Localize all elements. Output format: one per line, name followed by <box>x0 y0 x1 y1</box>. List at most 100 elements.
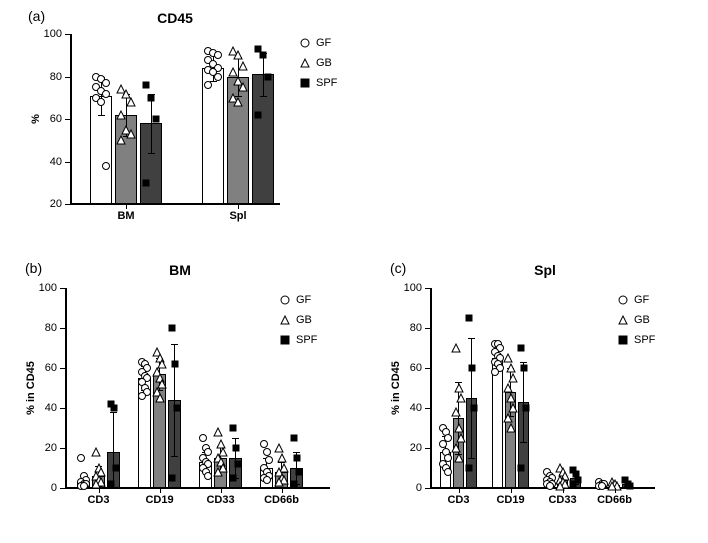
data-point <box>234 460 242 468</box>
data-point <box>110 404 118 412</box>
y-axis-label-c: % in CD45 <box>390 361 402 415</box>
data-point <box>451 443 461 453</box>
x-tick-label: CD3 <box>87 494 109 506</box>
data-point <box>147 94 155 102</box>
data-point <box>229 474 237 482</box>
x-tick-label: BM <box>117 210 134 222</box>
y-tick-label: 80 <box>36 71 62 83</box>
chart-title-c: Spl <box>515 262 575 278</box>
x-tick-label: CD3 <box>447 494 469 506</box>
data-point <box>465 464 473 472</box>
data-point <box>597 482 606 491</box>
data-point <box>152 115 160 123</box>
panel-label-b: (b) <box>25 260 42 276</box>
legend-item: GF <box>300 36 337 50</box>
legend-label: SPF <box>316 77 337 89</box>
data-point <box>465 314 473 322</box>
y-tick-label: 100 <box>396 282 422 294</box>
data-point <box>470 404 478 412</box>
legend-label: SPF <box>296 334 317 346</box>
legend-c: GF GB SPF <box>618 293 655 353</box>
figure-page: (a)CD4520406080100BMSpl%GFGBSPF(b)BM0204… <box>0 0 708 543</box>
data-point <box>101 161 110 170</box>
data-point <box>116 135 126 145</box>
data-point <box>508 403 518 413</box>
data-point <box>91 447 101 457</box>
data-point <box>454 423 464 433</box>
data-point <box>290 480 298 488</box>
data-point <box>491 368 500 377</box>
data-point <box>97 98 106 107</box>
y-tick-label: 80 <box>396 322 422 334</box>
data-point <box>142 179 150 187</box>
data-point <box>468 364 476 372</box>
data-point <box>107 480 115 488</box>
data-point <box>626 482 634 490</box>
data-point <box>233 50 243 60</box>
data-point <box>112 464 120 472</box>
data-point <box>233 97 243 107</box>
legend-item: GB <box>618 313 655 327</box>
data-point <box>569 480 577 488</box>
data-point <box>173 404 181 412</box>
data-point <box>607 481 617 491</box>
data-point <box>76 454 85 463</box>
data-point <box>451 343 461 353</box>
data-point <box>293 454 301 462</box>
legend-label: SPF <box>634 334 655 346</box>
data-point <box>238 82 248 92</box>
x-tick-label: CD66b <box>264 494 299 506</box>
legend-label: GB <box>296 314 312 326</box>
data-point <box>503 413 513 423</box>
data-point <box>555 481 565 491</box>
data-point <box>503 383 513 393</box>
legend-label: GF <box>316 37 331 49</box>
data-point <box>456 393 466 403</box>
legend-label: GB <box>316 57 332 69</box>
data-point <box>213 427 223 437</box>
y-axis-label-b: % in CD45 <box>25 361 37 415</box>
x-tick-label: CD19 <box>145 494 173 506</box>
data-point <box>522 404 530 412</box>
data-point <box>126 129 136 139</box>
y-tick-label: 20 <box>396 442 422 454</box>
x-tick-label: CD66b <box>597 494 632 506</box>
legend-label: GB <box>634 314 650 326</box>
data-point <box>295 468 303 476</box>
data-point <box>503 353 513 363</box>
legend-item: GB <box>280 313 317 327</box>
legend-item: SPF <box>300 76 337 90</box>
data-point <box>155 393 165 403</box>
legend-label: GF <box>296 294 311 306</box>
data-point <box>213 467 223 477</box>
y-tick-label: 100 <box>31 282 57 294</box>
legend-b: GF GB SPF <box>280 293 317 353</box>
plot-a: 20406080100BMSpl <box>70 34 280 204</box>
data-point <box>232 444 240 452</box>
data-point <box>277 453 287 463</box>
data-point <box>126 97 136 107</box>
data-point <box>168 474 176 482</box>
data-point <box>168 324 176 332</box>
data-point <box>456 433 466 443</box>
legend-item: GB <box>300 56 337 70</box>
data-point <box>517 464 525 472</box>
data-point <box>171 360 179 368</box>
chart-title-a: CD45 <box>135 10 215 26</box>
data-point <box>545 482 554 491</box>
y-tick-label: 0 <box>31 482 57 494</box>
data-point <box>454 453 464 463</box>
y-axis-label-a: % <box>30 114 42 124</box>
data-point <box>517 344 525 352</box>
x-tick-label: CD33 <box>548 494 576 506</box>
data-point <box>142 81 150 89</box>
panel-label-c: (c) <box>390 260 406 276</box>
x-tick-label: Spl <box>229 210 246 222</box>
legend-item: GF <box>618 293 655 307</box>
data-point <box>508 373 518 383</box>
y-tick-label: 100 <box>36 28 62 40</box>
data-point <box>520 364 528 372</box>
data-point <box>506 363 516 373</box>
data-point <box>506 393 516 403</box>
y-tick-label: 0 <box>396 482 422 494</box>
